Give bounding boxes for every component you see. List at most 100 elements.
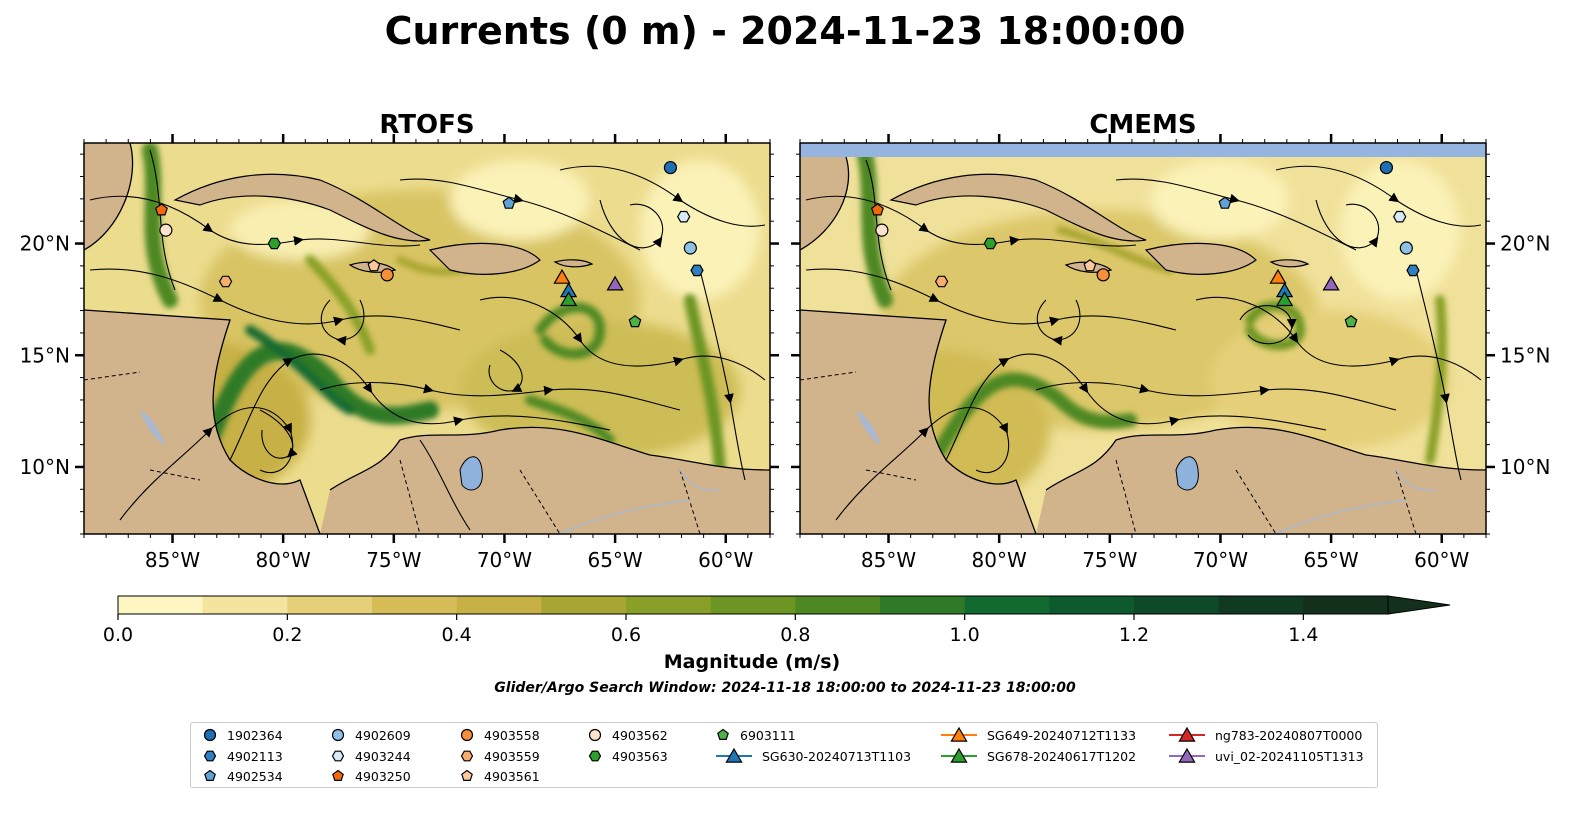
float-marker-4902609	[683, 241, 697, 255]
legend-marker-triangle	[1169, 747, 1205, 763]
colorbar-segment	[1303, 596, 1389, 614]
legend-label: 6903111	[740, 727, 796, 743]
borders	[84, 371, 701, 534]
search-window-text: Glider/Argo Search Window: 2024-11-18 18…	[494, 680, 1076, 696]
float-marker-4902113	[1406, 264, 1420, 277]
legend-entry: 4902113	[201, 747, 283, 765]
legend-symbol	[950, 747, 968, 763]
float-marker-4903562	[875, 223, 889, 237]
coastline	[84, 143, 770, 534]
float-marker-4903561	[1083, 259, 1097, 272]
legend-symbol	[1178, 747, 1196, 763]
float-marker-SG649-20240712T1133	[553, 268, 571, 284]
y-tick-label: 15°N	[1500, 343, 1550, 367]
legend-symbol	[1178, 726, 1196, 742]
legend-label: 4903244	[355, 748, 411, 764]
lake-maracaibo	[1175, 456, 1199, 491]
land-hispaniola	[428, 242, 541, 275]
legend-label: SG649-20240712T1133	[987, 727, 1137, 743]
float-marker-uvi_02-20241105T1313	[606, 275, 624, 291]
legend-symbol	[332, 769, 344, 781]
legend-marker-pentagon	[461, 769, 473, 781]
colorbar-segment	[964, 596, 1050, 614]
legend-marker-hexagon	[203, 750, 217, 762]
land-puerto-rico	[553, 259, 594, 268]
panel-title-rtofs: RTOFS	[379, 110, 474, 140]
legend-label: 4903250	[355, 768, 411, 784]
float-marker-4903559	[934, 275, 949, 288]
legend-entry: 6903111	[714, 726, 796, 744]
colorbar-label: Magnitude (m/s)	[664, 651, 841, 673]
colorbar-tick-label: 0.6	[611, 624, 641, 646]
land-central-america	[84, 143, 320, 534]
float-marker-4903563	[267, 237, 281, 250]
x-tick-label: 75°W	[366, 548, 421, 572]
colorbar-segment	[541, 596, 627, 614]
legend-marker-hexagon	[331, 750, 345, 762]
legend-entry: 4903559	[458, 747, 540, 765]
x-tick-label: 80°W	[972, 548, 1027, 572]
legend-label: uvi_02-20241105T1313	[1215, 748, 1364, 764]
legend-entry: ng783-20240807T0000	[1167, 726, 1362, 744]
x-tick-label: 80°W	[256, 548, 311, 572]
legend-symbol	[588, 728, 602, 742]
legend-symbol	[204, 769, 216, 781]
float-marker-4903558	[1096, 268, 1110, 282]
float-marker-4902609	[1399, 241, 1413, 255]
float-marker-4903561	[367, 259, 381, 272]
legend-label: 4903562	[612, 727, 668, 743]
colorbar-segment	[1134, 596, 1220, 614]
legend-symbol	[331, 750, 345, 762]
legend-label: 4903563	[612, 748, 668, 764]
legend-marker-pentagon	[204, 769, 216, 781]
legend-marker-pentagon	[332, 769, 344, 781]
colorbar-tick-label: 0.2	[272, 624, 302, 646]
panel-title-cmems: CMEMS	[1089, 110, 1196, 140]
float-marker-4903250	[870, 203, 884, 216]
legend-marker-circle	[460, 728, 474, 742]
legend-symbol	[331, 728, 345, 742]
colorbar-segment	[202, 596, 288, 614]
legend-marker-triangle	[941, 747, 977, 763]
legend-entry: 4903244	[329, 747, 411, 765]
colorbar-segment	[1218, 596, 1304, 614]
float-marker-uvi_02-20241105T1313	[1322, 275, 1340, 291]
lake-maracaibo	[459, 456, 483, 491]
legend-label: 4902534	[227, 768, 283, 784]
float-marker-4903244	[677, 210, 691, 223]
land-cuba	[889, 173, 1147, 242]
colorbar-segment	[626, 596, 712, 614]
colorbar-segment	[710, 596, 796, 614]
legend-symbol	[717, 728, 729, 740]
colorbar-segment	[372, 596, 458, 614]
legend-marker-circle	[588, 728, 602, 742]
map-panel-rtofs	[84, 143, 770, 534]
x-tick-label: 65°W	[587, 548, 642, 572]
legend-marker-circle	[203, 728, 217, 742]
land-central-america	[800, 157, 1036, 534]
x-tick-label: 75°W	[1082, 548, 1137, 572]
float-marker-6903111	[1344, 314, 1358, 328]
legend-marker-triangle	[941, 726, 977, 742]
x-tick-label: 85°W	[145, 548, 200, 572]
land-south-america	[1036, 427, 1486, 534]
y-tick-label: 15°N	[20, 343, 70, 367]
legend-marker-hexagon	[588, 750, 602, 762]
colorbar-frame	[117, 595, 1389, 615]
cmems-nodata-band	[800, 143, 1486, 157]
legend-label: 4903558	[484, 727, 540, 743]
y-tick-label: 20°N	[20, 232, 70, 256]
float-marker-SG649-20240712T1133	[1269, 268, 1287, 284]
legend-symbol	[203, 750, 217, 762]
streamlines	[805, 159, 1482, 521]
float-marker-SG678-20240617T1202	[559, 291, 578, 307]
map-panel-cmems	[800, 143, 1486, 534]
colorbar-tick-label: 1.2	[1119, 624, 1149, 646]
x-tick-label: 65°W	[1303, 548, 1358, 572]
legend-symbol	[460, 750, 474, 762]
legend-label: SG678-20240617T1202	[987, 748, 1137, 764]
land-hispaniola	[1144, 242, 1257, 275]
legend-entry: 1902364	[201, 726, 283, 744]
x-tick-label: 70°W	[477, 548, 532, 572]
legend-marker-pentagon	[717, 728, 729, 740]
